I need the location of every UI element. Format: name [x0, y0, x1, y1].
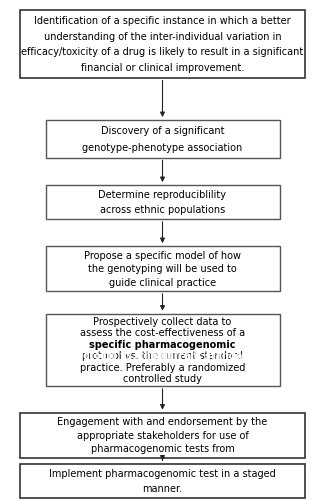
Bar [46, 120, 280, 158]
Text: the genotyping will be used to: the genotyping will be used to [88, 264, 237, 274]
Text: Prospectively collect data to: Prospectively collect data to [93, 316, 232, 326]
Text: protocol vs. the current standard: protocol vs. the current standard [82, 351, 243, 361]
Bar [20, 464, 305, 498]
Bar [46, 185, 280, 219]
Text: pharmacogenomic tests from: pharmacogenomic tests from [91, 444, 234, 454]
Text: controlled study: controlled study [123, 374, 202, 384]
Text: protocol vs. the current standard: protocol vs. the current standard [71, 351, 254, 361]
Text: Discovery of a significant: Discovery of a significant [101, 126, 224, 136]
Bar [46, 314, 280, 386]
Text: Determine reproduciblility: Determine reproduciblility [98, 190, 227, 200]
Bar [20, 412, 305, 458]
Text: Engagement with and endorsement by the: Engagement with and endorsement by the [58, 417, 267, 427]
Text: manner.: manner. [142, 484, 183, 494]
Text: specific pharmacogenomic: specific pharmacogenomic [89, 340, 236, 349]
Text: across ethnic populations: across ethnic populations [100, 205, 225, 215]
Text: understanding of the inter-individual variation in: understanding of the inter-individual va… [44, 32, 281, 42]
Bar [46, 246, 280, 291]
Bar [20, 10, 305, 78]
Text: assess the cost-effectiveness of a: assess the cost-effectiveness of a [80, 328, 245, 338]
Text: Propose a specific model of how: Propose a specific model of how [84, 250, 241, 260]
Text: Identification of a specific instance in which a better: Identification of a specific instance in… [34, 16, 291, 26]
Text: Implement pharmacogenomic test in a staged: Implement pharmacogenomic test in a stag… [49, 469, 276, 479]
Text: guide clinical practice: guide clinical practice [109, 278, 216, 288]
Text: efficacy/toxicity of a drug is likely to result in a significant: efficacy/toxicity of a drug is likely to… [21, 48, 304, 58]
Text: genotype-phenotype association: genotype-phenotype association [82, 142, 243, 152]
Text: appropriate stakeholders for use of: appropriate stakeholders for use of [77, 430, 248, 440]
Text: financial or clinical improvement.: financial or clinical improvement. [81, 63, 244, 73]
Text: practice. Preferably a randomized: practice. Preferably a randomized [80, 362, 245, 372]
